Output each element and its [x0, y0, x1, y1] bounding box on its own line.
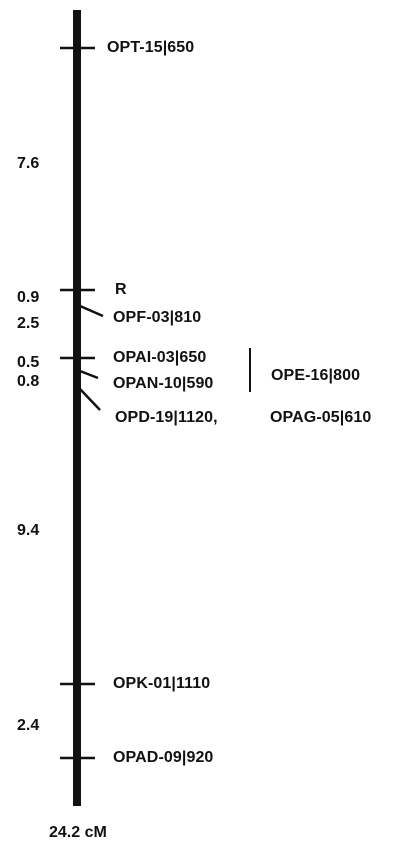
distance-label: 0.5	[17, 354, 40, 371]
distance-label: 2.5	[17, 315, 40, 332]
marker-label-opt-15: OPT-15|650	[107, 39, 195, 56]
total-length-label: 24.2 cM	[49, 824, 107, 841]
distance-label: 9.4	[17, 522, 40, 539]
marker-label-opd-19: OPD-19|1120,	[115, 409, 218, 426]
marker-tick-opd-19	[79, 388, 101, 411]
marker-label-opad-09: OPAD-09|920	[113, 749, 214, 766]
marker-label-opan-10: OPAN-10|590	[113, 375, 214, 392]
marker-label-r: R	[115, 281, 127, 298]
marker-tick-opf-03	[79, 304, 104, 318]
marker-label-opk-01: OPK-01|1110	[113, 675, 211, 692]
distance-label: 0.9	[17, 289, 40, 306]
marker-tick-opan-10	[79, 369, 99, 380]
distance-label: 7.6	[17, 155, 40, 172]
marker-label-opag-05: OPAG-05|610	[270, 409, 372, 426]
distance-label: 2.4	[17, 717, 40, 734]
marker-label-opf-03: OPF-03|810	[113, 309, 202, 326]
marker-label-ope-16: OPE-16|800	[271, 367, 361, 384]
distance-label: 0.8	[17, 373, 40, 390]
marker-label-opai-03: OPAI-03|650	[113, 349, 207, 366]
